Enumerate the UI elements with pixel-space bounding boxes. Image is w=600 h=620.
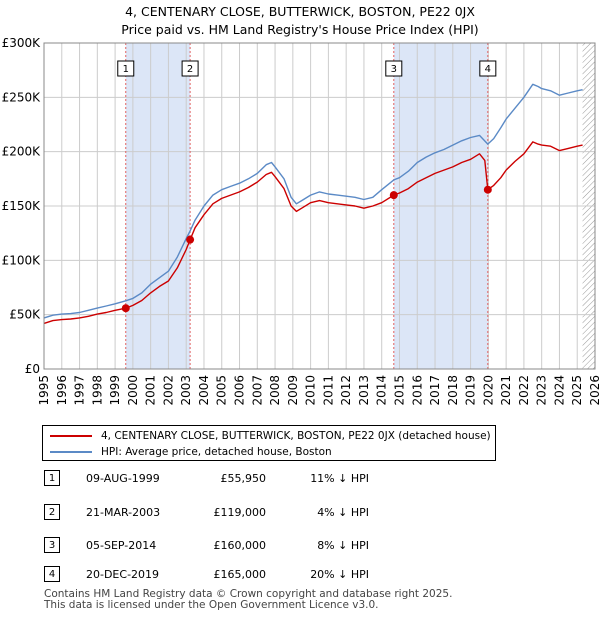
x-tick-label: 2016 bbox=[410, 375, 424, 406]
x-tick-label: 2020 bbox=[481, 375, 495, 406]
sale-badge-box-3 bbox=[385, 60, 403, 77]
sale-badge-label-2: 2 bbox=[187, 64, 193, 75]
table-row: 4 20-DEC-2019 £165,000 20% ↓ HPI bbox=[0, 566, 600, 584]
sale-badge-box-4 bbox=[479, 60, 497, 77]
x-tick-label: 2011 bbox=[321, 375, 335, 406]
x-tick-label: 2006 bbox=[233, 375, 247, 406]
y-tick-label: £300K bbox=[2, 36, 42, 50]
sale-hpi-diff: 8% ↓ HPI bbox=[317, 539, 369, 552]
footer-copyright: Contains HM Land Registry data © Crown c… bbox=[44, 588, 453, 600]
x-tick-label: 2008 bbox=[268, 375, 282, 406]
x-tick-label: 2018 bbox=[446, 375, 460, 406]
sale-price: £160,000 bbox=[213, 539, 267, 552]
x-tick-label: 2014 bbox=[375, 375, 389, 406]
sale-number-badge: 4 bbox=[44, 566, 60, 582]
sale-point-4 bbox=[483, 185, 492, 194]
x-tick-label: 2000 bbox=[126, 375, 140, 406]
y-tick-label: £150K bbox=[2, 199, 42, 213]
legend-swatch-hpi bbox=[50, 451, 92, 453]
x-tick-label: 2025 bbox=[570, 375, 584, 406]
footer-licence: This data is licensed under the Open Gov… bbox=[44, 599, 379, 611]
sale-price: £165,000 bbox=[213, 568, 267, 581]
sale-hpi-diff: 4% ↓ HPI bbox=[317, 506, 369, 519]
legend: 4, CENTENARY CLOSE, BUTTERWICK, BOSTON, … bbox=[42, 425, 496, 461]
x-tick-label: 2017 bbox=[428, 375, 442, 406]
x-tick-label: 2004 bbox=[197, 375, 211, 406]
sale-point-1 bbox=[121, 304, 130, 313]
x-tick-label: 2013 bbox=[357, 375, 371, 406]
x-tick-label: 2010 bbox=[304, 375, 318, 406]
sale-date: 20-DEC-2019 bbox=[86, 568, 160, 581]
x-tick-label: 2023 bbox=[535, 375, 549, 406]
x-tick-label: 2001 bbox=[144, 375, 158, 406]
sale-date: 09-AUG-1999 bbox=[86, 472, 160, 485]
footer: Contains HM Land Registry data © Crown c… bbox=[44, 589, 452, 611]
x-tick-label: 2019 bbox=[464, 375, 478, 406]
x-tick-label: 1999 bbox=[108, 375, 122, 406]
sale-price: £119,000 bbox=[213, 506, 267, 519]
sale-number-badge: 2 bbox=[44, 504, 60, 520]
x-tick-label: 2024 bbox=[552, 375, 566, 406]
y-tick-label: £0 bbox=[25, 362, 40, 376]
hpi-line bbox=[43, 83, 583, 319]
x-tick-label: 2026 bbox=[588, 375, 600, 406]
x-tick-label: 1998 bbox=[90, 375, 104, 406]
title-subtitle: Price paid vs. HM Land Registry's House … bbox=[121, 22, 479, 37]
table-row: 3 05-SEP-2014 £160,000 8% ↓ HPI bbox=[0, 537, 600, 555]
legend-label-hpi: HPI: Average price, detached house, Bost… bbox=[101, 446, 332, 458]
x-tick-label: 1995 bbox=[37, 375, 51, 406]
x-tick-label: 2005 bbox=[215, 375, 229, 406]
sale-hpi-diff: 11% ↓ HPI bbox=[310, 472, 369, 485]
x-tick-label: 2007 bbox=[250, 375, 264, 406]
title-address: 4, CENTENARY CLOSE, BUTTERWICK, BOSTON, … bbox=[125, 4, 475, 19]
y-tick-label: £100K bbox=[2, 253, 42, 267]
x-tick-label: 2002 bbox=[161, 375, 175, 406]
x-tick-label: 2021 bbox=[499, 375, 513, 406]
sale-point-3 bbox=[389, 191, 398, 200]
x-tick-label: 2015 bbox=[392, 375, 406, 406]
x-tick-label: 1997 bbox=[73, 375, 87, 406]
chart-title: 4, CENTENARY CLOSE, BUTTERWICK, BOSTON, … bbox=[0, 3, 600, 39]
y-tick-label: £50K bbox=[9, 308, 41, 322]
sale-date: 21-MAR-2003 bbox=[86, 506, 161, 519]
sale-badge-label-4: 4 bbox=[485, 64, 491, 75]
x-tick-label: 2022 bbox=[517, 375, 531, 406]
table-row: 1 09-AUG-1999 £55,950 11% ↓ HPI bbox=[0, 470, 600, 488]
sale-badge-label-3: 3 bbox=[391, 64, 397, 75]
sale-hpi-diff: 20% ↓ HPI bbox=[310, 568, 369, 581]
legend-item-hpi: HPI: Average price, detached house, Bost… bbox=[43, 444, 493, 460]
x-tick-label: 2012 bbox=[339, 375, 353, 406]
plot-frame bbox=[43, 42, 596, 370]
sale-price: £55,950 bbox=[220, 472, 267, 485]
x-tick-label: 2009 bbox=[286, 375, 300, 406]
sale-badge-box-2 bbox=[181, 60, 199, 77]
table-row: 2 21-MAR-2003 £119,000 4% ↓ HPI bbox=[0, 504, 600, 522]
sale-point-2 bbox=[186, 235, 195, 244]
legend-label-price-paid: 4, CENTENARY CLOSE, BUTTERWICK, BOSTON, … bbox=[101, 430, 491, 442]
sale-date: 05-SEP-2014 bbox=[86, 539, 157, 552]
price-paid-line bbox=[43, 141, 583, 325]
legend-item-price-paid: 4, CENTENARY CLOSE, BUTTERWICK, BOSTON, … bbox=[43, 428, 493, 444]
sale-badge-label-1: 1 bbox=[123, 64, 129, 75]
sale-number-badge: 1 bbox=[44, 470, 60, 486]
y-tick-label: £200K bbox=[2, 145, 42, 159]
sale-number-badge: 3 bbox=[44, 537, 60, 553]
sale-badge-box-1 bbox=[117, 60, 135, 77]
x-tick-label: 1996 bbox=[55, 375, 69, 406]
legend-swatch-price-paid bbox=[50, 435, 92, 437]
x-tick-label: 2003 bbox=[179, 375, 193, 406]
chart: 1 2 3 4 £0 £50K £100K £150K £200K £250K £300K 1995… bbox=[2, 36, 600, 406]
y-tick-label: £250K bbox=[2, 90, 42, 104]
